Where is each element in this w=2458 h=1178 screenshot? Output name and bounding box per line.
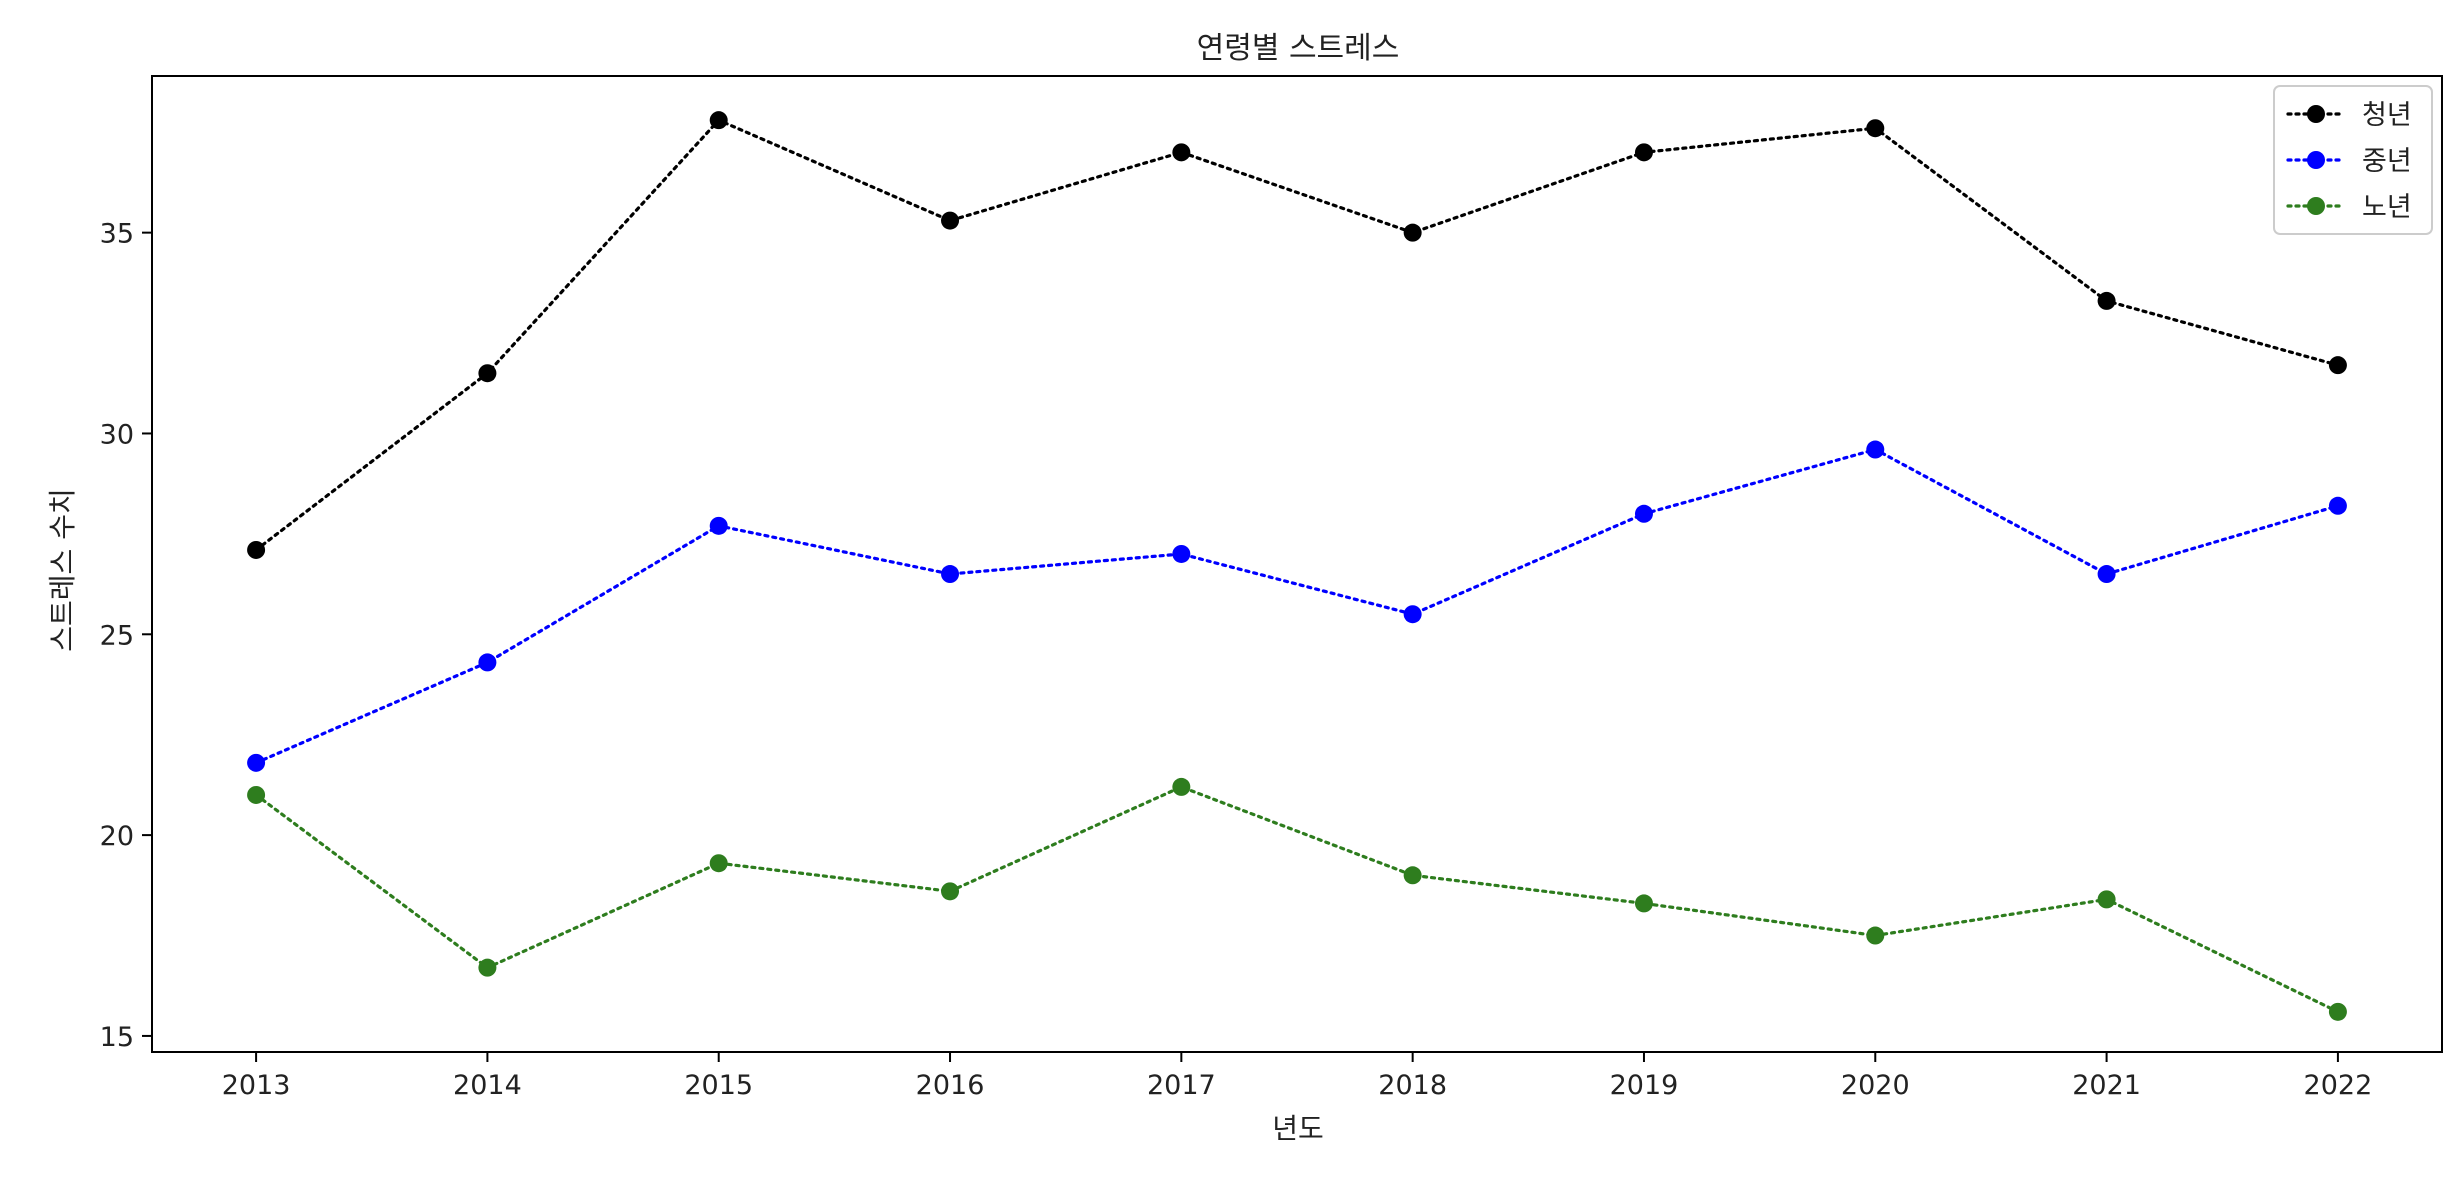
data-point <box>1403 223 1422 242</box>
y-axis-label: 스트레스 수치 <box>46 488 79 651</box>
x-tick-label: 2014 <box>453 1070 522 1101</box>
data-point <box>1403 605 1422 624</box>
x-tick-label: 2021 <box>2072 1070 2141 1101</box>
x-tick-label: 2022 <box>2304 1070 2373 1101</box>
y-tick-label: 30 <box>100 419 134 450</box>
x-axis-label: 년도 <box>1272 1112 1324 1145</box>
data-point <box>478 653 497 672</box>
data-point <box>1172 544 1191 563</box>
legend-marker <box>2307 105 2325 123</box>
data-point <box>2097 291 2116 310</box>
x-tick-label: 2019 <box>1610 1070 1679 1101</box>
x-tick-label: 2013 <box>222 1070 291 1101</box>
y-tick-label: 15 <box>100 1022 134 1053</box>
data-point <box>2097 565 2116 584</box>
x-tick-label: 2018 <box>1378 1070 1447 1101</box>
legend-label: 노년 <box>2362 192 2412 223</box>
legend-marker <box>2307 197 2325 215</box>
series-line-청년 <box>254 118 2340 552</box>
data-point <box>2328 496 2347 515</box>
data-point <box>1634 504 1653 523</box>
data-point <box>2328 356 2347 375</box>
data-point <box>1172 143 1191 162</box>
data-point <box>1866 440 1885 459</box>
series-line-노년 <box>254 785 2340 1014</box>
x-tick-label: 2015 <box>684 1070 753 1101</box>
data-point <box>247 753 266 772</box>
data-point <box>478 364 497 383</box>
data-point <box>2328 1002 2347 1021</box>
y-tick-label: 35 <box>100 219 134 250</box>
data-point <box>941 211 960 230</box>
data-point <box>709 516 728 535</box>
data-point <box>478 958 497 977</box>
data-point <box>941 565 960 584</box>
x-tick-label: 2017 <box>1147 1070 1216 1101</box>
axes-frame <box>151 75 2443 1053</box>
chart-title: 연령별 스트레스 <box>1197 31 1400 66</box>
legend-box <box>2273 85 2433 235</box>
y-tick-label: 20 <box>100 821 134 852</box>
y-tick-label: 25 <box>100 620 134 651</box>
legend-item: 중년 <box>2286 146 2412 177</box>
legend-marker <box>2307 151 2325 169</box>
data-point <box>247 540 266 559</box>
data-point <box>2097 890 2116 909</box>
data-point <box>1172 777 1191 796</box>
data-point <box>247 785 266 804</box>
data-point <box>709 854 728 873</box>
data-point <box>1866 926 1885 945</box>
legend-label: 청년 <box>2362 100 2412 131</box>
data-point <box>1634 894 1653 913</box>
x-tick-label: 2016 <box>916 1070 985 1101</box>
data-point <box>1866 119 1885 138</box>
legend-item: 노년 <box>2286 192 2412 223</box>
x-tick-label: 2020 <box>1841 1070 1910 1101</box>
data-point <box>709 111 728 130</box>
series-line-중년 <box>254 447 2340 765</box>
data-point <box>1403 866 1422 885</box>
plot-area: 2013 2014 2015 2016 2017 2018 2019 2020 2021 2022… <box>100 75 2443 1101</box>
data-point <box>1634 143 1653 162</box>
data-point <box>941 882 960 901</box>
legend-label: 중년 <box>2362 146 2412 177</box>
legend-item: 청년 <box>2286 100 2412 131</box>
